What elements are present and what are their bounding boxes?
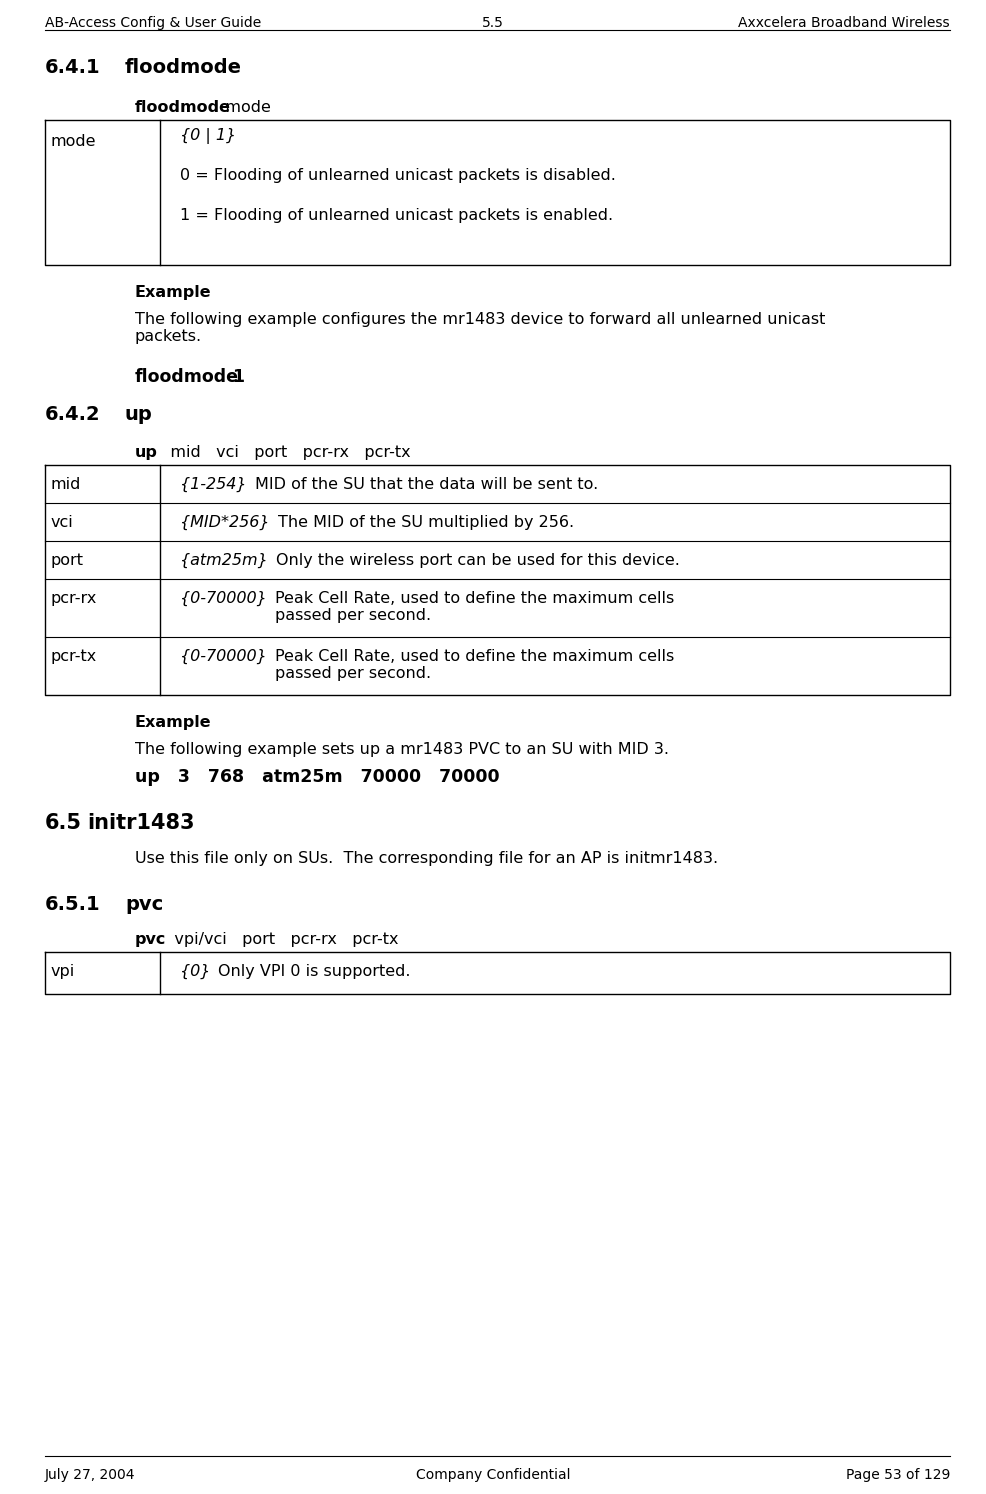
- Text: The following example configures the mr1483 device to forward all unlearned unic: The following example configures the mr1…: [135, 312, 824, 345]
- Text: initr1483: initr1483: [87, 813, 194, 834]
- Text: Page 53 of 129: Page 53 of 129: [845, 1469, 950, 1482]
- Text: 5.5: 5.5: [481, 16, 504, 30]
- Text: {0-70000}: {0-70000}: [179, 648, 271, 665]
- Text: up: up: [135, 445, 158, 460]
- Text: floodmode: floodmode: [135, 100, 231, 115]
- Text: 6.4.1: 6.4.1: [45, 58, 101, 78]
- Text: {1-254}: {1-254}: [179, 477, 251, 492]
- Text: AB-Access Config & User Guide: AB-Access Config & User Guide: [45, 16, 261, 30]
- Text: 6.5.1: 6.5.1: [45, 895, 101, 914]
- Text: Use this file only on SUs.  The corresponding file for an AP is initmr1483.: Use this file only on SUs. The correspon…: [135, 852, 718, 867]
- Text: Only the wireless port can be used for this device.: Only the wireless port can be used for t…: [276, 553, 679, 568]
- Text: vpi: vpi: [51, 964, 75, 979]
- Text: vci: vci: [51, 515, 74, 530]
- Text: {atm25m}: {atm25m}: [179, 553, 272, 568]
- Text: 1: 1: [215, 368, 245, 385]
- Text: {0 | 1}: {0 | 1}: [179, 128, 236, 143]
- Text: 6.5: 6.5: [45, 813, 82, 834]
- Text: pvc: pvc: [135, 932, 167, 947]
- Text: up   3   768   atm25m   70000   70000: up 3 768 atm25m 70000 70000: [135, 768, 499, 786]
- Text: mode: mode: [210, 100, 270, 115]
- Text: Example: Example: [135, 285, 211, 300]
- Text: floodmode: floodmode: [125, 58, 242, 78]
- Text: mid   vci   port   pcr-rx   pcr-tx: mid vci port pcr-rx pcr-tx: [155, 445, 410, 460]
- Text: 0 = Flooding of unlearned unicast packets is disabled.: 0 = Flooding of unlearned unicast packet…: [179, 167, 615, 182]
- Text: July 27, 2004: July 27, 2004: [45, 1469, 135, 1482]
- Text: 1 = Flooding of unlearned unicast packets is enabled.: 1 = Flooding of unlearned unicast packet…: [179, 208, 612, 223]
- Text: The MID of the SU multiplied by 256.: The MID of the SU multiplied by 256.: [277, 515, 573, 530]
- Text: pcr-tx: pcr-tx: [51, 648, 98, 663]
- Text: Only VPI 0 is supported.: Only VPI 0 is supported.: [218, 964, 410, 979]
- Text: port: port: [51, 553, 84, 568]
- Text: {0-70000}: {0-70000}: [179, 592, 271, 607]
- Text: pcr-rx: pcr-rx: [51, 592, 98, 607]
- Text: vpi/vci   port   pcr-rx   pcr-tx: vpi/vci port pcr-rx pcr-tx: [159, 932, 398, 947]
- Text: up: up: [125, 405, 153, 424]
- Text: mid: mid: [51, 477, 81, 492]
- Text: Peak Cell Rate, used to define the maximum cells
passed per second.: Peak Cell Rate, used to define the maxim…: [274, 648, 673, 681]
- Text: The following example sets up a mr1483 PVC to an SU with MID 3.: The following example sets up a mr1483 P…: [135, 743, 669, 757]
- Text: floodmode: floodmode: [135, 368, 239, 385]
- Text: {0}: {0}: [179, 964, 215, 979]
- Text: Company Confidential: Company Confidential: [415, 1469, 570, 1482]
- Text: Example: Example: [135, 716, 211, 731]
- Text: MID of the SU that the data will be sent to.: MID of the SU that the data will be sent…: [254, 477, 598, 492]
- Text: 6.4.2: 6.4.2: [45, 405, 101, 424]
- Text: pvc: pvc: [125, 895, 163, 914]
- Text: {MID*256}: {MID*256}: [179, 515, 274, 530]
- Text: Peak Cell Rate, used to define the maximum cells
passed per second.: Peak Cell Rate, used to define the maxim…: [274, 592, 673, 623]
- Text: Axxcelera Broadband Wireless: Axxcelera Broadband Wireless: [738, 16, 950, 30]
- Text: mode: mode: [51, 134, 97, 149]
